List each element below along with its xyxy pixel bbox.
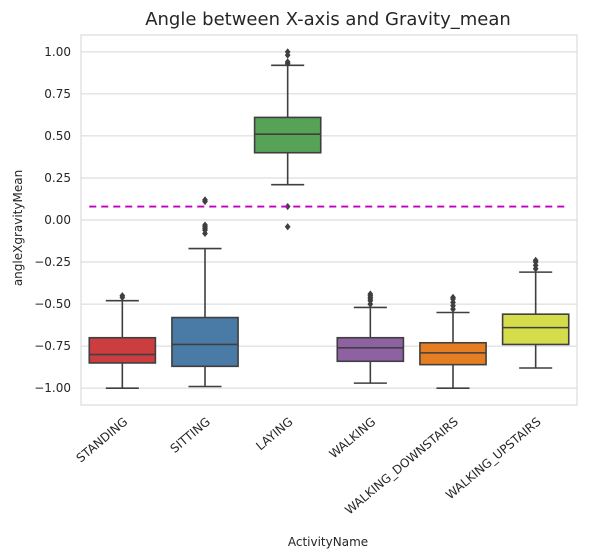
y-tick-label: −0.50 bbox=[34, 297, 71, 311]
iqr-box bbox=[88, 336, 157, 364]
outlier-point bbox=[284, 223, 291, 231]
x-axis-label: ActivityName bbox=[288, 535, 368, 549]
x-tick-label: WALKING_UPSTAIRS bbox=[443, 415, 544, 503]
iqr-box bbox=[501, 313, 570, 346]
outlier-point bbox=[450, 293, 456, 301]
y-tick-label: −1.00 bbox=[34, 381, 71, 395]
boxes-layer bbox=[88, 48, 570, 389]
box-standing bbox=[88, 292, 157, 389]
iqr-box bbox=[253, 116, 322, 154]
box-walking-downstairs bbox=[419, 293, 487, 389]
iqr-box bbox=[419, 341, 487, 366]
plot-frame bbox=[80, 34, 578, 406]
chart-title: Angle between X-axis and Gravity_mean bbox=[145, 9, 511, 30]
y-tick-label: 0.00 bbox=[44, 213, 71, 227]
outlier-point bbox=[367, 290, 374, 298]
outlier-point bbox=[202, 221, 208, 229]
iqr-box bbox=[336, 336, 405, 363]
outlier-point bbox=[202, 196, 208, 204]
outlier-point bbox=[532, 256, 539, 264]
y-tick-label: 1.00 bbox=[44, 45, 71, 59]
box-walking-upstairs bbox=[501, 256, 570, 369]
outlier-point bbox=[284, 48, 291, 56]
y-tick-label: 0.75 bbox=[44, 87, 71, 101]
x-tick-label: STANDING bbox=[74, 415, 131, 466]
x-tick-label: LAYING bbox=[253, 415, 295, 454]
y-tick-label: 0.25 bbox=[44, 171, 71, 185]
grid-layer bbox=[81, 51, 577, 389]
x-tick-label: WALKING bbox=[327, 415, 379, 462]
y-tick-label: −0.25 bbox=[34, 255, 71, 269]
box-walking bbox=[336, 290, 405, 384]
x-tick-labels: STANDING SITTING LAYING WALKINGWALKING_DOWN… bbox=[74, 415, 544, 518]
x-tick-label: SITTING bbox=[168, 415, 213, 456]
y-tick-labels: −1.00 −0.75 −0.50 −0.25 0.00 0.25 0.50 0.75 1.00 bbox=[34, 45, 71, 395]
y-tick-label: −0.75 bbox=[34, 339, 71, 353]
box-sitting bbox=[171, 196, 239, 388]
y-axis-label: angleXgravityMean bbox=[11, 170, 25, 286]
outlier-point bbox=[284, 58, 291, 66]
box-laying bbox=[253, 48, 322, 231]
outlier-point bbox=[119, 292, 126, 300]
iqr-box bbox=[171, 316, 239, 368]
y-tick-label: 0.50 bbox=[44, 129, 71, 143]
